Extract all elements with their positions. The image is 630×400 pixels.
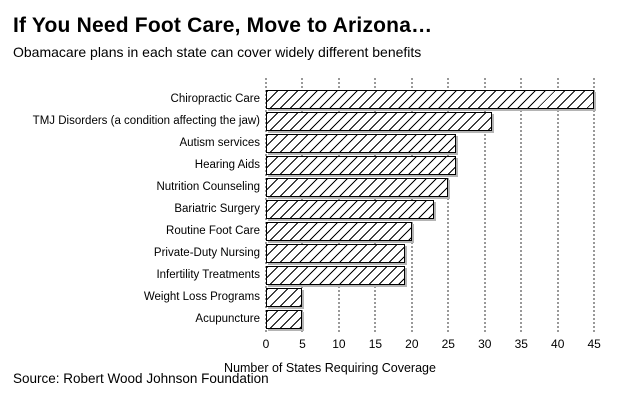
category-label: Weight Loss Programs <box>143 290 260 303</box>
bar <box>266 287 303 307</box>
gridline-x-30 <box>483 78 486 332</box>
chart-title: If You Need Foot Care, Move to Arizona… <box>13 14 433 37</box>
bar <box>266 155 456 175</box>
x-tick-label-15: 15 <box>368 337 383 351</box>
x-axis-label: Number of States Requiring Coverage <box>224 361 436 375</box>
bar <box>266 265 405 285</box>
category-label: Nutrition Counseling <box>156 180 260 193</box>
x-tick-label-35: 35 <box>514 337 528 351</box>
x-tick-label-25: 25 <box>441 337 455 351</box>
gridline-x-35 <box>520 78 523 332</box>
x-tick-label-5: 5 <box>299 337 306 351</box>
source-credit: Source: Robert Wood Johnson Foundation <box>13 371 269 386</box>
category-label: Private-Duty Nursing <box>153 246 260 259</box>
chart-subtitle: Obamacare plans in each state can cover … <box>13 44 422 60</box>
category-label: Routine Foot Care <box>166 224 260 237</box>
category-label: Hearing Aids <box>194 158 260 171</box>
x-tick-label-30: 30 <box>478 337 492 351</box>
gridline-x-25 <box>447 78 450 332</box>
bar <box>266 243 405 263</box>
category-label: Chiropractic Care <box>170 92 260 105</box>
bar <box>266 89 595 109</box>
x-tick-label-20: 20 <box>405 337 419 351</box>
bar <box>266 133 456 153</box>
x-tick-label-45: 45 <box>587 337 601 351</box>
gridline-x-45 <box>593 78 596 332</box>
category-label: Autism services <box>179 136 260 149</box>
bar <box>266 177 449 197</box>
x-tick-label-0: 0 <box>262 337 270 351</box>
category-label: Infertility Treatments <box>156 268 260 281</box>
bar <box>266 310 303 329</box>
category-label: Acupuncture <box>195 313 260 325</box>
category-label: Bariatric Surgery <box>174 202 260 215</box>
bar <box>266 199 434 219</box>
x-tick-label-10: 10 <box>332 337 346 351</box>
bar <box>266 111 493 131</box>
x-tick-label-40: 40 <box>551 337 565 351</box>
bar <box>266 221 412 241</box>
gridline-x-40 <box>556 78 559 332</box>
category-label: TMJ Disorders (a condition affecting the… <box>32 114 260 127</box>
